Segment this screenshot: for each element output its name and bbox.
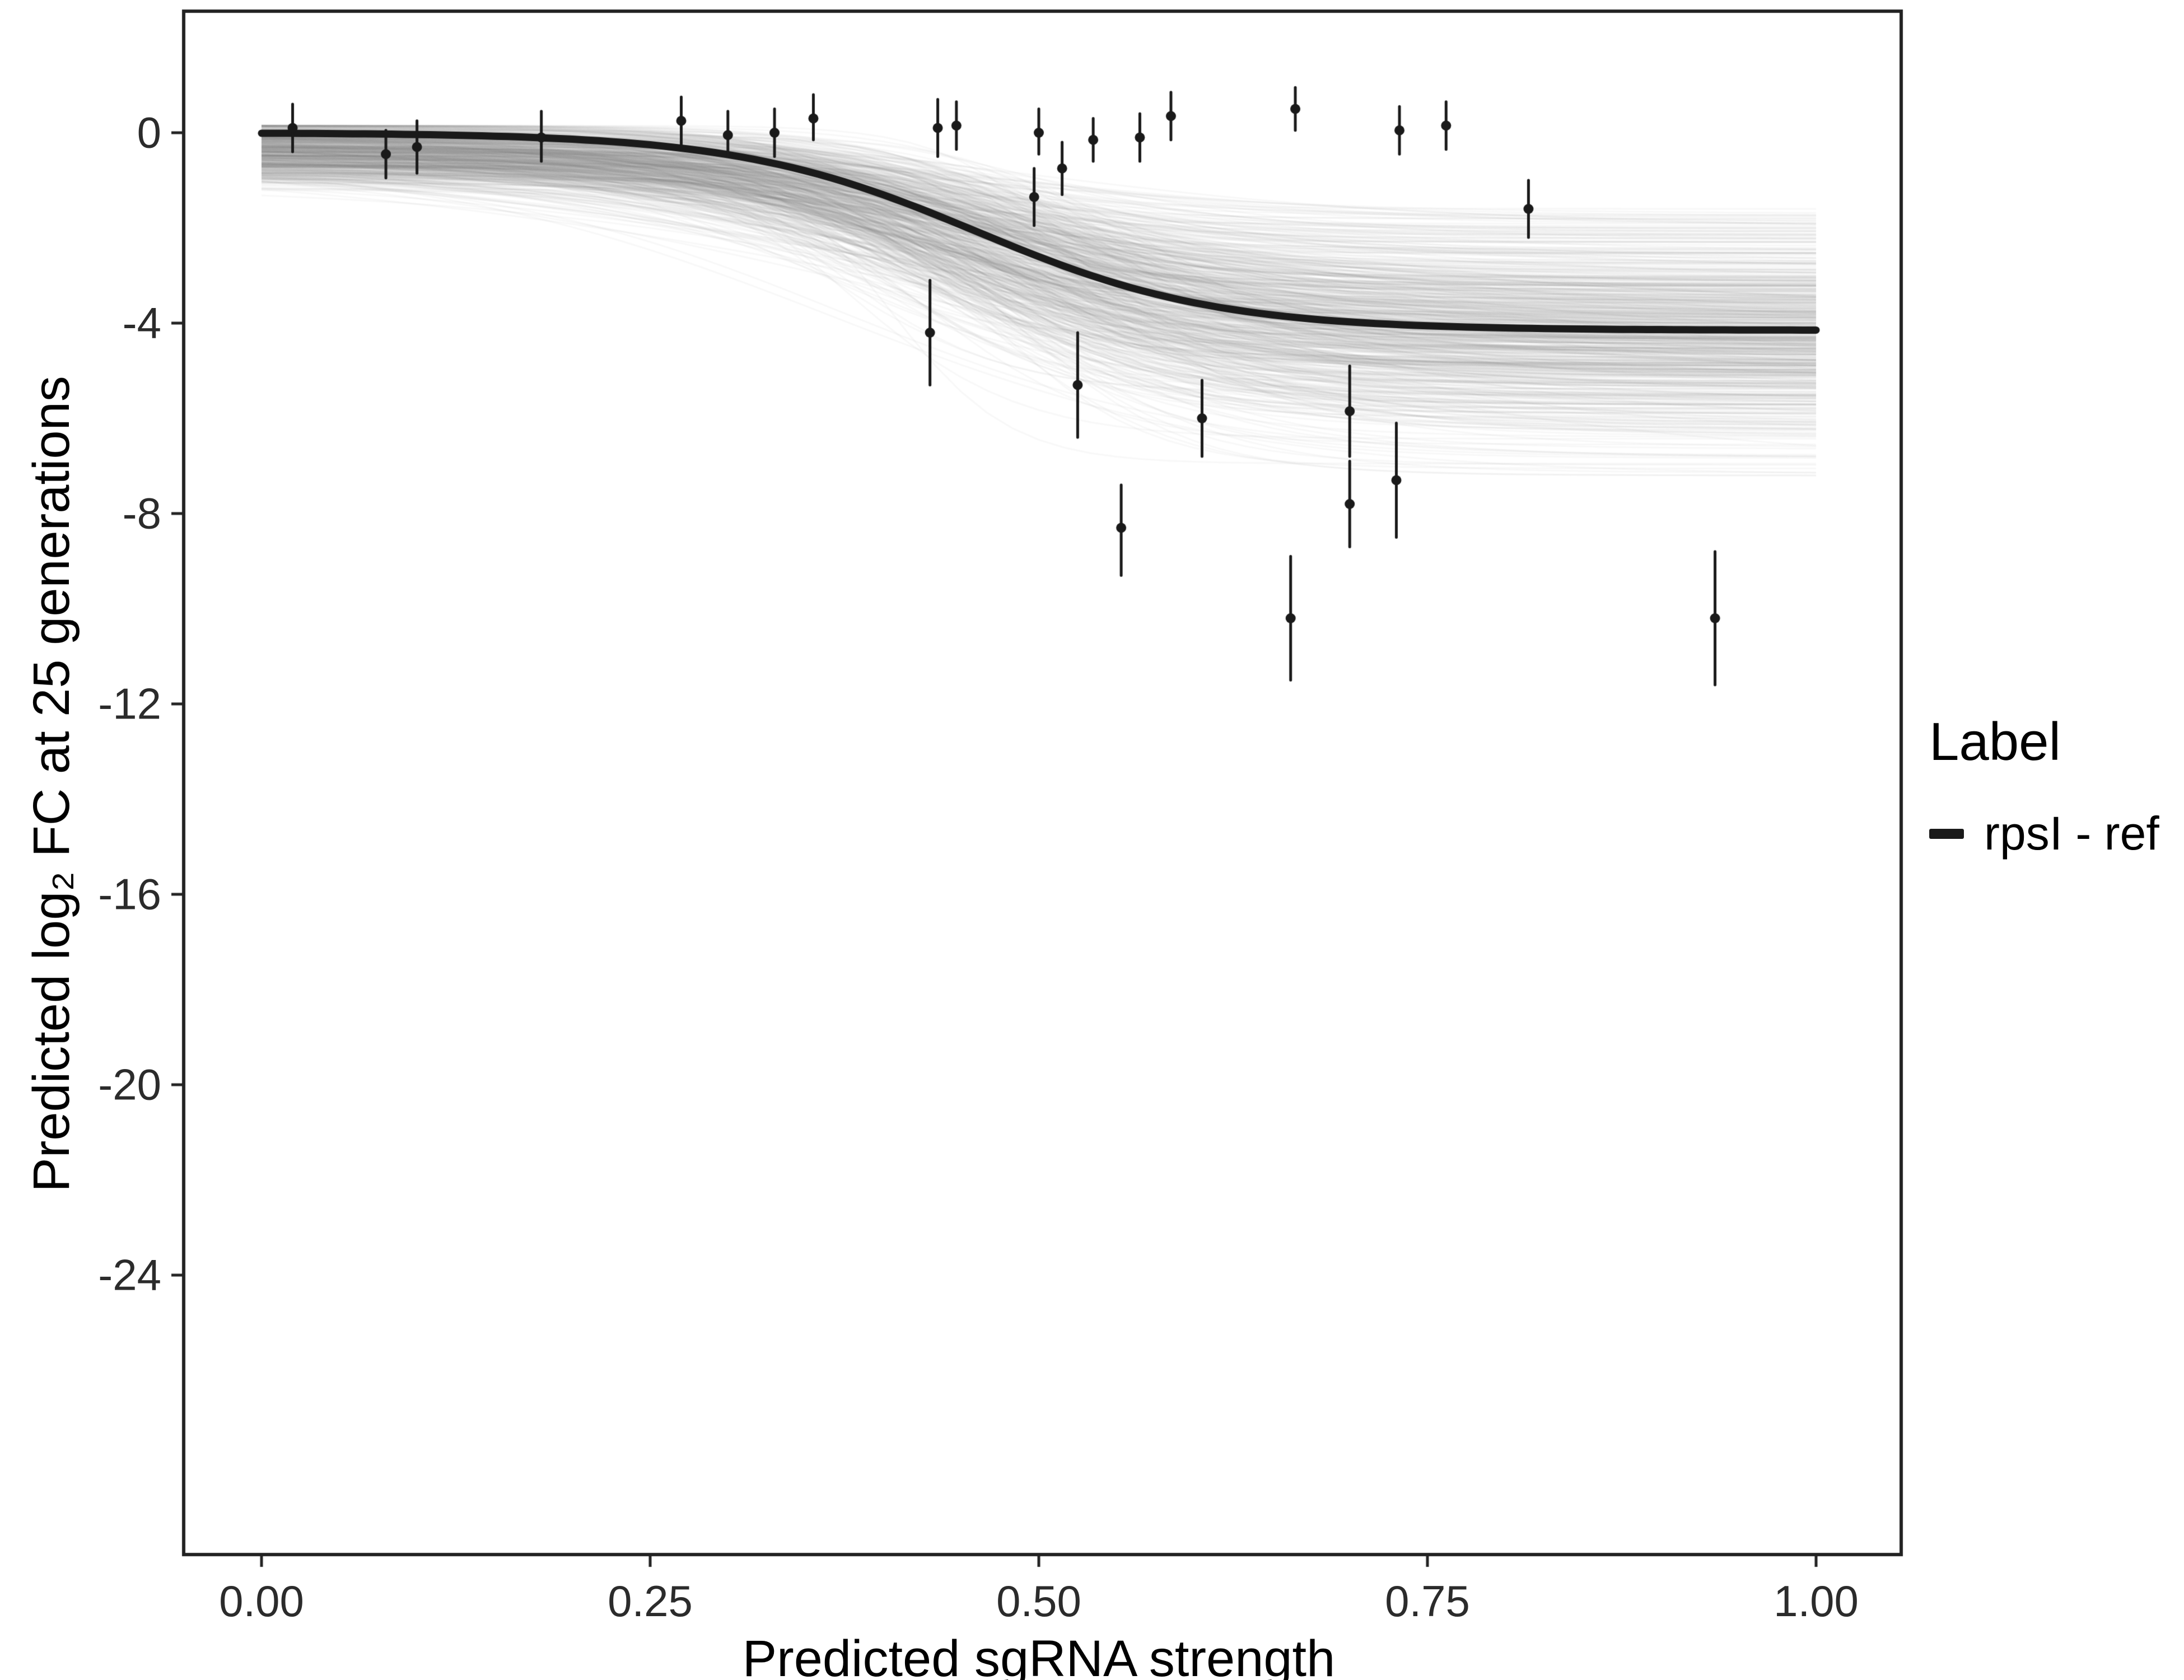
x-tick-label: 0.50 — [996, 1576, 1081, 1626]
x-tick-label: 0.25 — [608, 1576, 693, 1626]
x-tick-label: 0.00 — [219, 1576, 304, 1626]
y-tick-label: -24 — [98, 1250, 161, 1300]
x-tick-label: 1.00 — [1774, 1576, 1859, 1626]
y-tick-label: 0 — [137, 108, 161, 157]
y-tick-label: -8 — [122, 488, 161, 538]
y-tick-label: -12 — [98, 679, 161, 729]
legend: Label rpsI - ref — [1929, 711, 2159, 861]
legend-title: Label — [1929, 712, 2061, 772]
legend-key-line-swatch — [1929, 828, 1964, 839]
y-axis-title: Predicted log₂ FC at 25 generations — [23, 376, 80, 1192]
x-axis-title: Predicted sgRNA strength — [742, 1630, 1336, 1680]
y-tick-label: -16 — [98, 869, 161, 919]
legend-item-label: rpsI - ref — [1984, 807, 2159, 860]
y-tick-label: -20 — [98, 1060, 161, 1109]
y-tick-label: -4 — [122, 298, 161, 348]
x-tick-label: 0.75 — [1385, 1576, 1470, 1626]
legend-item: rpsI - ref — [1929, 806, 2159, 861]
